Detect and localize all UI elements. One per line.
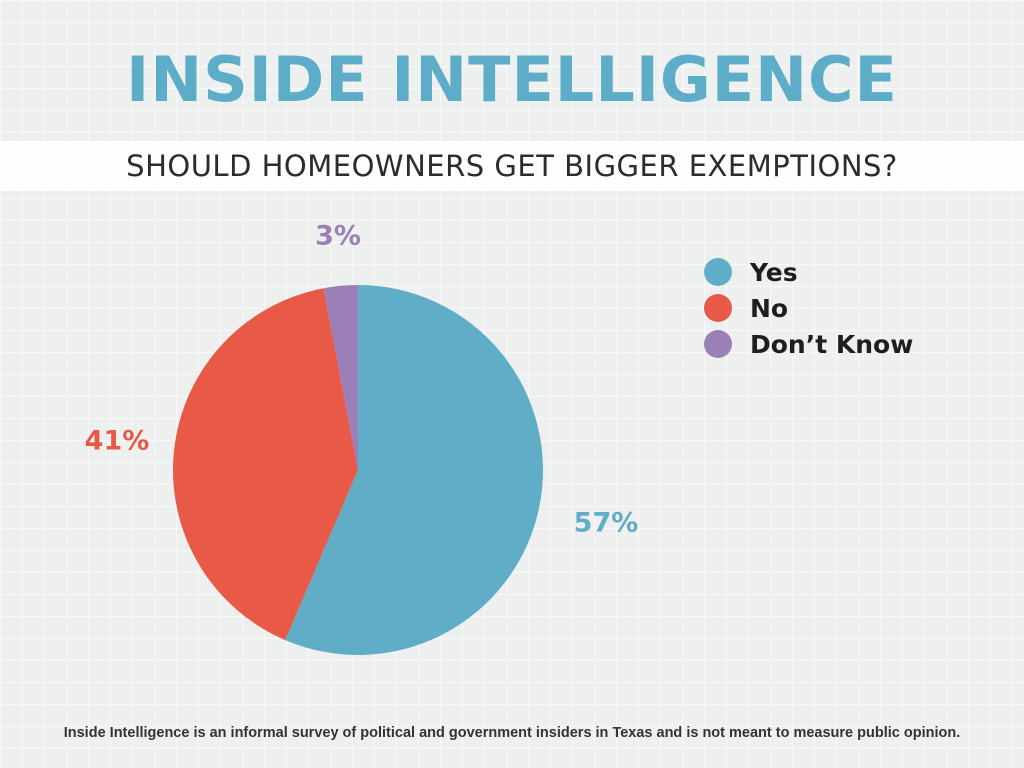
pie-slice-yes (285, 285, 543, 655)
chart-question: SHOULD HOMEOWNERS GET BIGGER EXEMPTIONS? (126, 149, 898, 183)
legend-item-no: No (704, 290, 913, 326)
pie-slice-no (172, 288, 358, 641)
legend-item-yes: Yes (704, 254, 913, 290)
legend-swatch-icon (704, 258, 732, 286)
chart-legend: Yes No Don’t Know (704, 254, 913, 362)
legend-label: Yes (750, 257, 798, 287)
legend-swatch-icon (704, 294, 732, 322)
legend-item-don-t-know: Don’t Know (704, 326, 913, 362)
brand-title: INSIDE INTELLIGENCE (126, 43, 898, 116)
legend-label: No (750, 293, 789, 323)
legend-label: Don’t Know (750, 329, 914, 359)
data-label-no: 41% (85, 426, 150, 457)
footnote: Inside Intelligence is an informal surve… (63, 725, 961, 741)
legend-swatch-icon (704, 330, 732, 358)
data-label-yes: 57% (574, 508, 639, 539)
data-label-don-t-know: 3% (315, 221, 361, 252)
question-banner: SHOULD HOMEOWNERS GET BIGGER EXEMPTIONS? (0, 141, 1024, 191)
pie-slice-don-t-know (323, 285, 358, 470)
